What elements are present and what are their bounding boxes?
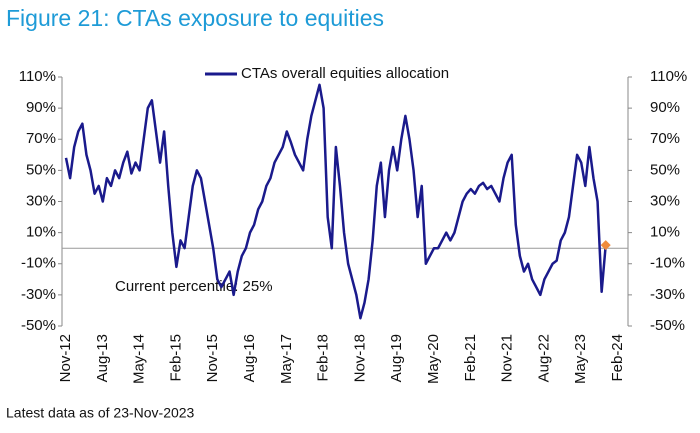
y2-tick-label: 50%: [650, 161, 680, 178]
y2-tick-label: 30%: [650, 192, 680, 209]
y2-tick-label: 90%: [650, 99, 680, 116]
x-tick-label: Nov-21: [499, 334, 516, 382]
x-tick-label: Feb-15: [167, 334, 184, 382]
y2-tick-label: -30%: [650, 286, 685, 303]
y2-tick-label: 110%: [650, 68, 687, 85]
footnote: Latest data as of 23-Nov-2023: [6, 405, 195, 421]
x-tick-label: Feb-21: [462, 334, 479, 382]
y2-tick-label: 10%: [650, 224, 680, 241]
y-tick-label: 30%: [26, 192, 56, 209]
x-tick-label: May-23: [572, 334, 589, 384]
y2-tick-label: 70%: [650, 130, 680, 147]
y-tick-label: 10%: [26, 224, 56, 241]
x-tick-label: May-20: [425, 334, 442, 384]
x-tick-label: Feb-18: [315, 334, 332, 382]
y-tick-label: 110%: [19, 68, 56, 85]
annotation: Current percentile: 25%: [115, 278, 273, 295]
y-tick-label: -10%: [21, 255, 56, 272]
series-line: [64, 83, 607, 320]
y2-tick-label: -50%: [650, 317, 685, 334]
x-tick-label: May-14: [131, 334, 148, 384]
x-tick-label: Nov-15: [204, 334, 221, 382]
x-tick-label: Nov-12: [57, 334, 74, 382]
x-tick-label: Aug-13: [94, 334, 111, 382]
y-tick-label: 70%: [26, 130, 56, 147]
y-tick-label: -50%: [21, 317, 56, 334]
x-tick-label: May-17: [278, 334, 295, 384]
y-tick-label: 50%: [26, 161, 56, 178]
legend-label: CTAs overall equities allocation: [241, 65, 449, 82]
x-tick-label: Aug-16: [241, 334, 258, 382]
x-tick-label: Aug-22: [535, 334, 552, 382]
x-tick-label: Nov-18: [351, 334, 368, 382]
y-tick-label: 90%: [26, 99, 56, 116]
y-tick-label: -30%: [21, 286, 56, 303]
latest-marker: [600, 240, 611, 251]
x-tick-label: Aug-19: [388, 334, 405, 382]
y2-tick-label: -10%: [650, 255, 685, 272]
chart-title: Figure 21: CTAs exposure to equities: [6, 5, 384, 31]
x-tick-label: Feb-24: [609, 334, 626, 382]
